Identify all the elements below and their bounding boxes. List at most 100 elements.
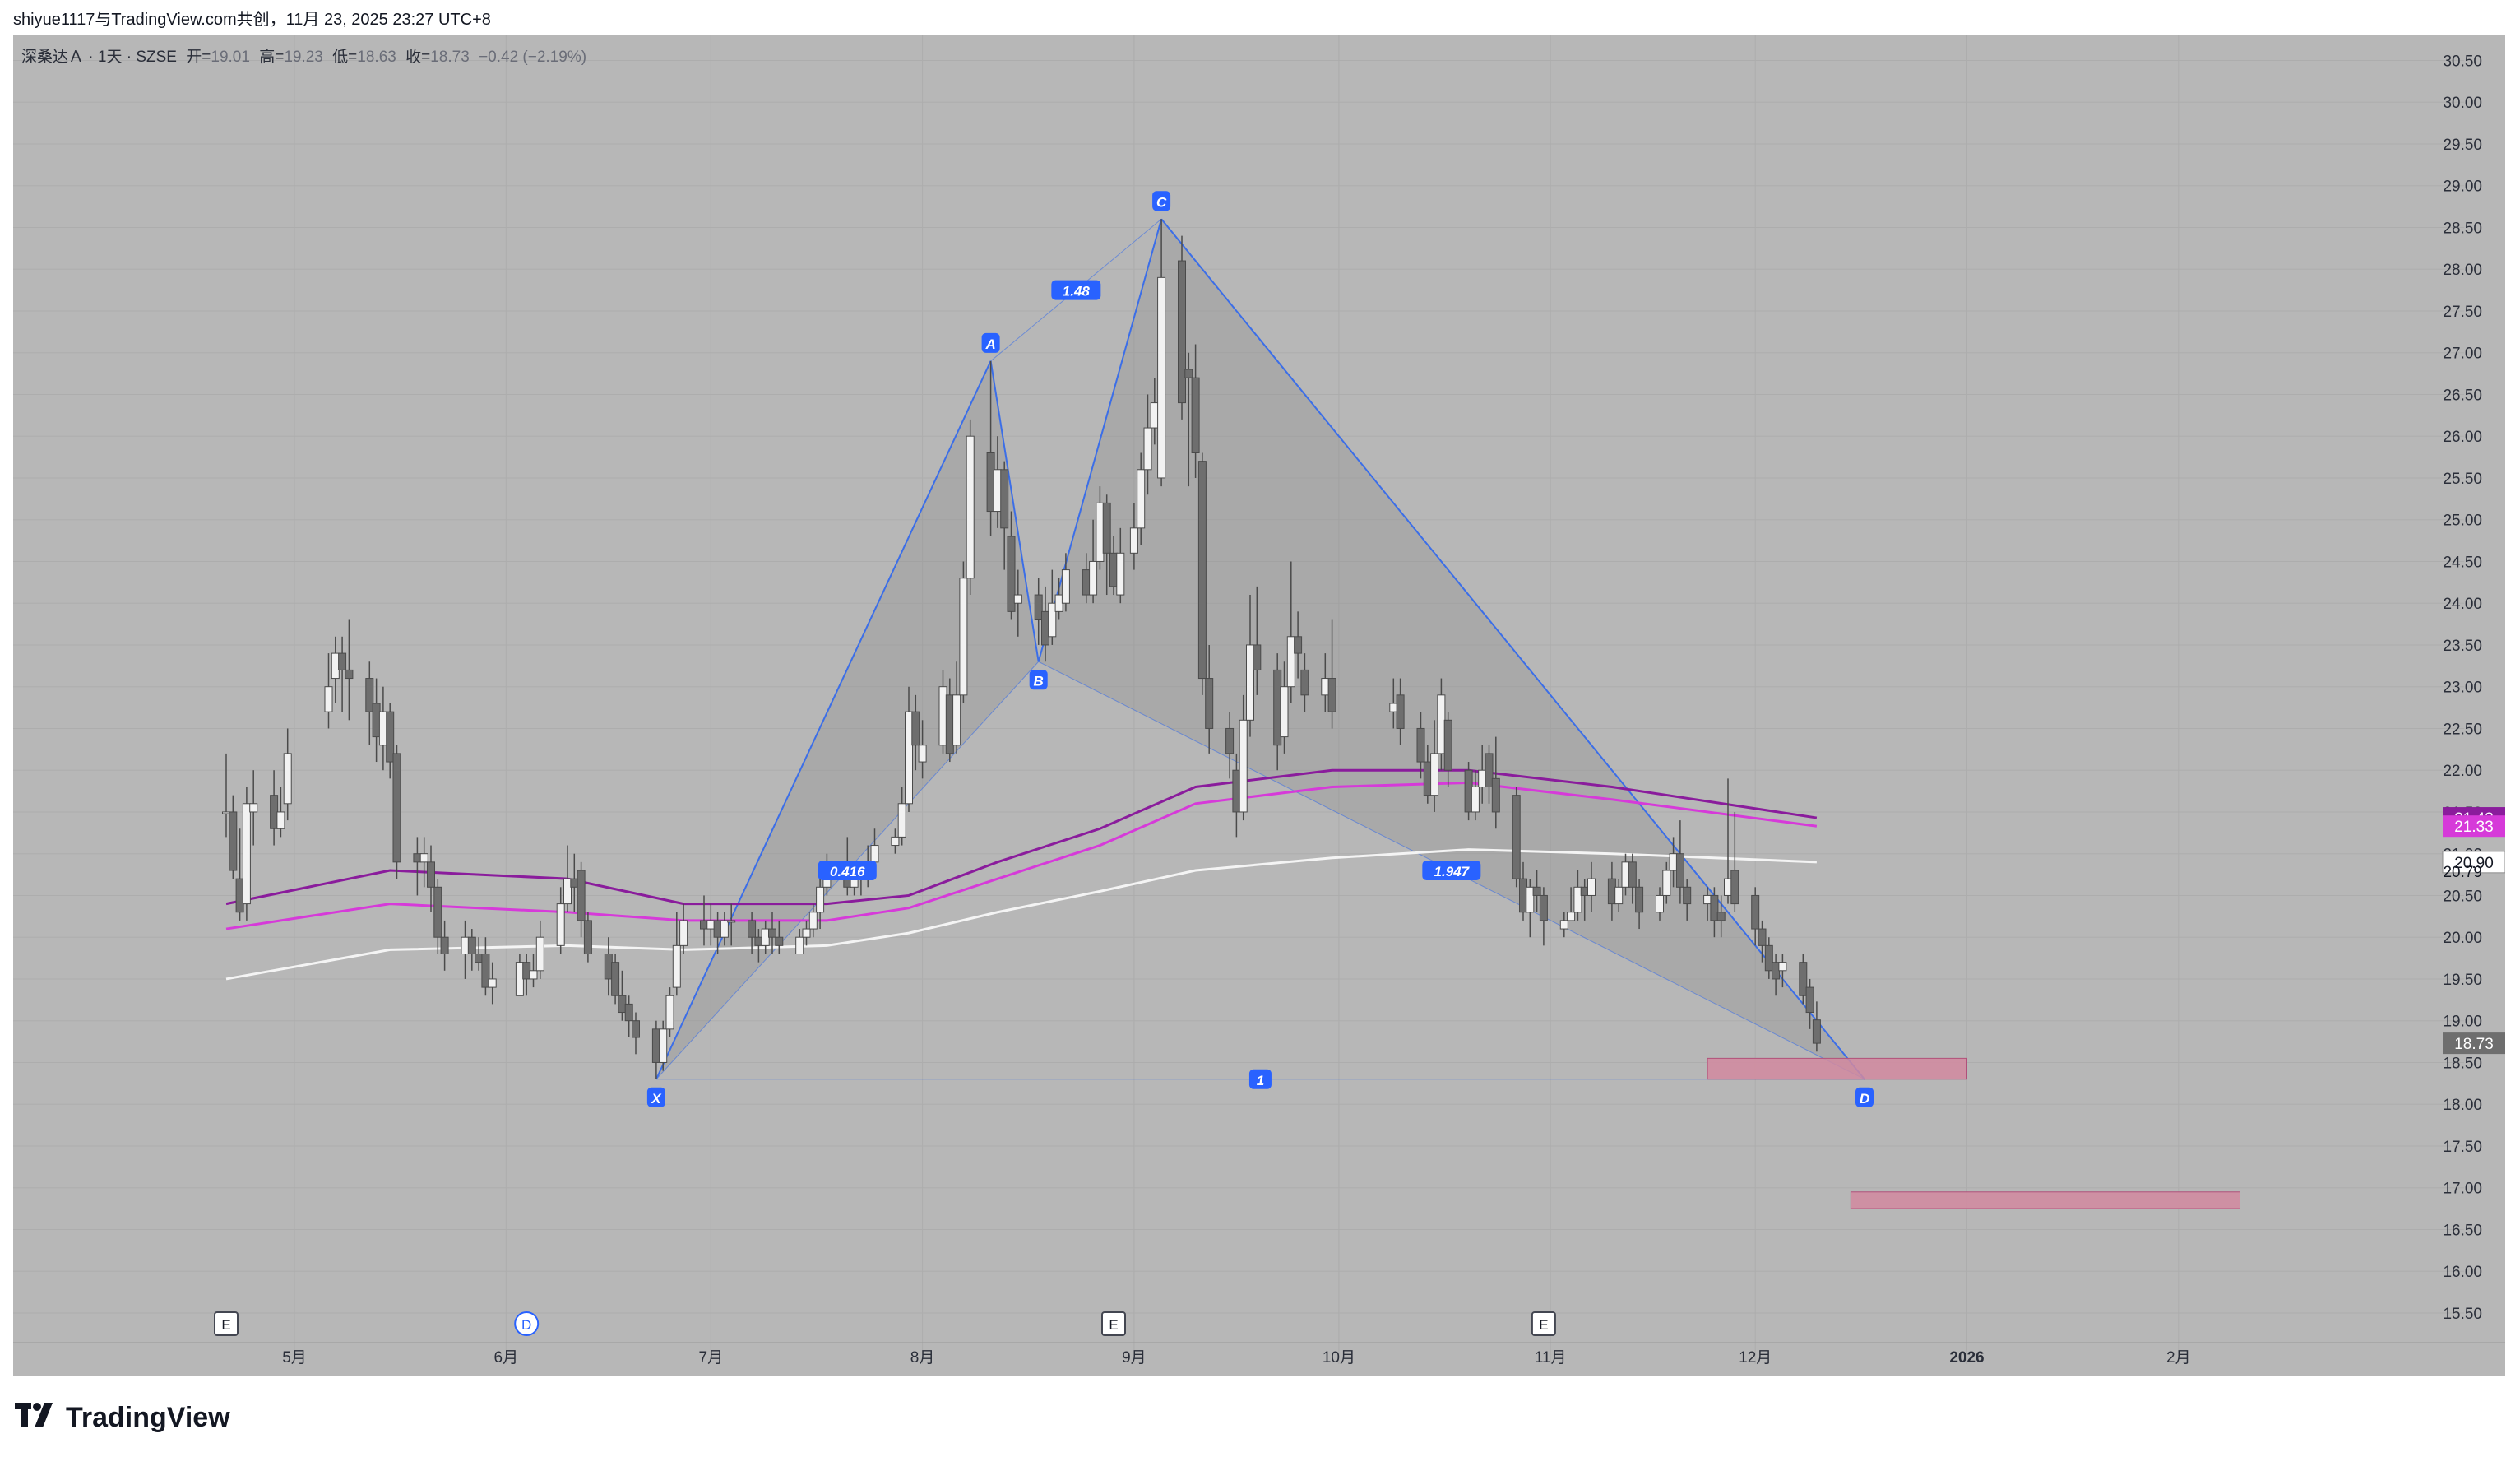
candle-body xyxy=(1327,678,1336,712)
ratio-label: 0.416 xyxy=(830,864,865,879)
candle-body xyxy=(222,811,230,814)
ratio-label: 1 xyxy=(1257,1073,1264,1088)
candle-body xyxy=(570,878,579,888)
candle-body xyxy=(1683,886,1692,905)
candle-body xyxy=(679,920,688,946)
candle-body xyxy=(1430,753,1439,796)
price-tag-label: 20.79 xyxy=(2443,864,2482,881)
candle-body xyxy=(338,652,347,670)
candle-body xyxy=(1758,928,1767,946)
y-tick-label: 18.50 xyxy=(2443,1055,2482,1072)
y-tick-label: 30.00 xyxy=(2443,95,2482,112)
dividend-marker xyxy=(514,1311,540,1336)
candle-body xyxy=(959,578,968,696)
pattern-point-label: D xyxy=(1860,1091,1869,1107)
candle-body xyxy=(433,886,442,938)
chart-area[interactable]: 30.50 30.00 29.50 29.00 28.50 28.00 27.50 27.00… xyxy=(13,35,2505,1376)
candle-body xyxy=(938,686,947,746)
candle-body xyxy=(1225,727,1235,754)
y-tick-label: 22.00 xyxy=(2443,763,2482,780)
candle-body xyxy=(1471,787,1480,813)
candle-body xyxy=(1137,469,1146,529)
tradingview-logo[interactable]: TradingView xyxy=(15,1399,230,1436)
candle-body xyxy=(1485,753,1494,788)
candle-body xyxy=(535,936,544,972)
candle-body xyxy=(1191,377,1200,453)
y-tick-label: 25.50 xyxy=(2443,471,2482,488)
candle-body xyxy=(700,920,708,930)
candle-body xyxy=(604,954,613,980)
candle-body xyxy=(345,669,354,680)
y-tick-label: 29.00 xyxy=(2443,179,2482,196)
y-tick-label: 24.00 xyxy=(2443,596,2482,613)
symbol-legend[interactable]: 深桑达Ａ · 1天 · SZSE 开=19.01 高=19.23 低=18.63… xyxy=(21,44,591,67)
candle-body xyxy=(891,836,900,847)
target-zone xyxy=(1707,1057,1968,1080)
y-tick-label: 20.50 xyxy=(2443,888,2482,905)
legend-open-label: 开 xyxy=(186,49,202,66)
pattern-point-label: C xyxy=(1156,194,1167,210)
candle-body xyxy=(488,978,497,988)
candle-body xyxy=(1096,502,1105,562)
candle-body xyxy=(324,686,333,712)
candle-body xyxy=(1286,636,1295,688)
legend-low-value: 18.63 xyxy=(357,49,396,66)
candle-body xyxy=(1082,569,1091,596)
candle-body xyxy=(1184,369,1193,378)
candle-body xyxy=(1013,594,1022,604)
candle-body xyxy=(808,912,818,930)
candle-body xyxy=(1587,878,1596,896)
candle-body xyxy=(1000,469,1009,529)
candlestick-chart[interactable]: 30.50 30.00 29.50 29.00 28.50 28.00 27.50 27.00… xyxy=(13,35,2505,1376)
candle-body xyxy=(665,995,674,1030)
candle-body xyxy=(1478,769,1487,788)
candle-body xyxy=(1178,260,1186,404)
candle-body xyxy=(283,753,292,805)
candle-body xyxy=(331,652,340,680)
candle-body xyxy=(419,853,428,863)
earnings-marker-label: E xyxy=(1539,1317,1548,1333)
pattern-leg xyxy=(655,360,992,1080)
legend-close-label: 收 xyxy=(405,49,422,66)
pattern-fill-xab xyxy=(655,360,1039,1079)
candle-body xyxy=(659,1028,668,1063)
candle-body xyxy=(427,861,435,888)
candle-body xyxy=(1710,894,1719,921)
candle-body xyxy=(1102,502,1111,554)
tradingview-logo-text: TradingView xyxy=(66,1401,230,1433)
candle-body xyxy=(522,962,531,980)
pattern-point-badge xyxy=(1029,670,1048,690)
ratio-label: 1.947 xyxy=(1434,864,1471,879)
candle-body xyxy=(986,452,995,513)
candle-body xyxy=(748,920,757,938)
candle-body xyxy=(440,936,449,954)
x-tick-label: 7月 xyxy=(699,1349,724,1367)
candle-body xyxy=(1778,962,1787,972)
legend-symbol[interactable]: 深桑达Ａ · 1天 · SZSE xyxy=(21,49,177,66)
candle-body xyxy=(1635,886,1644,913)
candle-body xyxy=(1628,861,1637,888)
x-tick-label: 9月 xyxy=(1122,1349,1147,1367)
candle-body xyxy=(1799,962,1808,996)
candle-body xyxy=(911,711,920,746)
pattern-fill-bcd xyxy=(1038,219,1865,1079)
candle-body xyxy=(802,928,811,938)
candle-body xyxy=(1294,636,1303,654)
price-tag-label: 21.33 xyxy=(2454,819,2494,836)
x-tick-label: 12月 xyxy=(1739,1349,1772,1367)
candle-body xyxy=(1764,944,1773,972)
pattern-point-badge xyxy=(981,332,1000,353)
candle-body xyxy=(1662,870,1671,896)
x-tick-label: 6月 xyxy=(494,1349,519,1367)
pattern-point-badge xyxy=(1152,191,1171,211)
tradingview-logo-icon xyxy=(15,1400,58,1435)
candle-body xyxy=(775,936,784,946)
legend-high-value: 19.23 xyxy=(284,49,323,66)
candle-body xyxy=(1232,769,1241,813)
candle-body xyxy=(529,970,538,980)
y-tick-label: 18.00 xyxy=(2443,1097,2482,1114)
candle-body xyxy=(392,753,401,863)
y-tick-label: 16.00 xyxy=(2443,1264,2482,1281)
target-zone xyxy=(1850,1191,2240,1209)
candle-body xyxy=(1567,912,1576,921)
